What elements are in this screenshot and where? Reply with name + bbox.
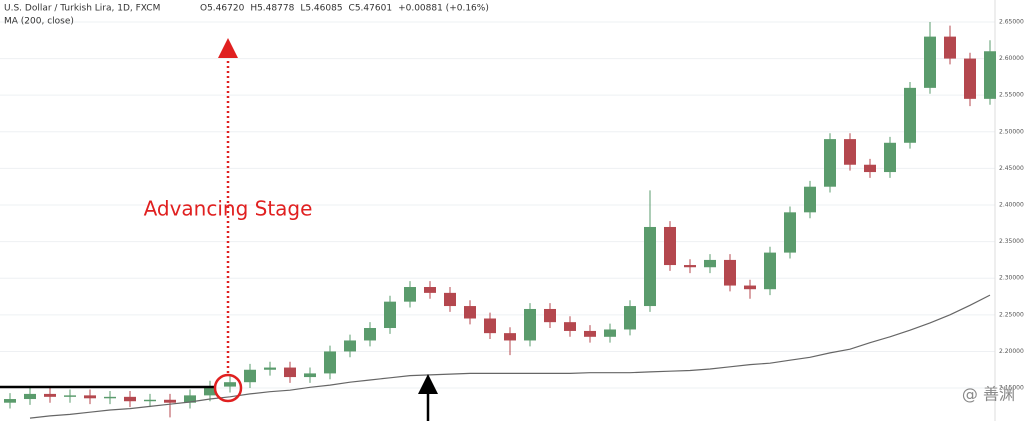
candle-body [724,259,736,286]
y-tick-label: 2.20000 [999,348,1024,355]
candle-body [104,396,116,399]
candle-body [444,292,456,307]
candle-body [204,386,216,396]
candle-body [344,340,356,352]
candle-body [924,36,936,88]
candle-body [24,393,36,400]
candle-body [424,287,436,293]
y-tick-label: 2.15000 [999,385,1024,392]
ohlc-value: H5.48778 [250,4,294,14]
y-tick-label: 2.25000 [999,311,1024,318]
candle-body [124,396,136,402]
candle-body [764,252,776,290]
candle-body [404,287,416,302]
candle-body [804,186,816,213]
candle-body [644,226,656,307]
candle-body [604,329,616,337]
candle-body [884,142,896,173]
candle-body [524,308,536,341]
breakout-circle [213,373,243,403]
candle-body [964,58,976,99]
candle-body [904,87,916,143]
y-tick-label: 2.55000 [999,92,1024,99]
candle-body [944,36,956,59]
candle-body [304,373,316,378]
ohlc-value: +0.00881 (+0.16%) [398,4,489,14]
candle-body [484,318,496,334]
candle-body [544,308,556,323]
candle-body [384,301,396,329]
candle-body [584,330,596,337]
ohlc-value: O5.46720 [200,4,245,14]
candle-body [844,139,856,165]
candle-body [44,393,56,397]
y-tick-label: 2.60000 [999,55,1024,62]
y-tick-label: 2.30000 [999,275,1024,282]
y-tick-label: 2.50000 [999,128,1024,135]
y-tick-label: 2.40000 [999,202,1024,209]
candle-body [824,139,836,187]
candle-body [324,351,336,374]
candle-body [264,367,276,370]
candle-body [244,369,256,383]
ohlc-value: L5.46085 [300,4,342,14]
candle-body [984,51,996,99]
ohlc-value: C5.47601 [349,4,393,14]
candle-body [504,333,516,341]
candle-body [564,322,576,331]
candle-body [284,367,296,378]
candle-body [224,382,236,387]
y-tick-label: 2.65000 [999,18,1024,25]
ma-line [29,294,991,419]
ma-legend: MA (200, close) [4,17,74,27]
candle-body [164,399,176,403]
y-tick-label: 2.45000 [999,165,1024,172]
candle-body [84,395,96,399]
annotation: Advancing Stage [144,197,313,221]
candle-body [624,306,636,330]
candle-body [64,395,76,397]
candle-body [704,259,716,268]
candle-body [864,164,876,173]
candle-body [184,395,196,403]
candle-body [464,306,476,319]
y-tick-label: 2.35000 [999,238,1024,245]
watermark: @ 善渊 [962,385,1015,404]
candle-body [684,265,696,268]
candle-body [4,399,16,403]
candle-body [664,226,676,266]
candle-body [744,285,756,290]
candle-body [144,399,156,402]
candle-body [364,328,376,341]
chart-title: U.S. Dollar / Turkish Lira, 1D, FXCM [4,4,160,14]
candle-body [784,212,796,253]
